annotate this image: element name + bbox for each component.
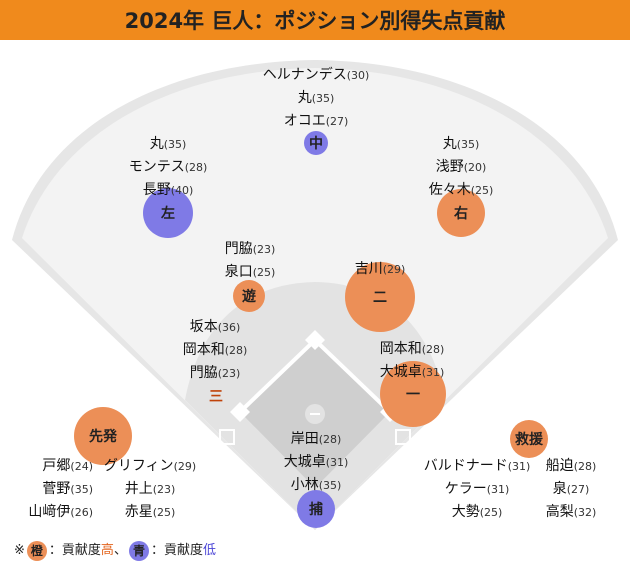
catcher-label: 捕	[309, 502, 323, 518]
page-title: 2024年 巨人：ポジション別得失点貢献	[0, 0, 630, 40]
legend-text: ：貢献度	[150, 543, 203, 558]
left-field-label: 左	[161, 206, 175, 222]
baseball-field	[12, 60, 618, 530]
legend-low: 低	[202, 543, 216, 558]
third-base-marker: 三	[206, 386, 226, 406]
shortstop-marker: 遊	[233, 280, 265, 312]
legend-high: 高	[100, 543, 114, 558]
shortstop-players: 門脇(23) 泉口(25)	[225, 238, 276, 284]
starting-pitcher-marker: 先発	[74, 407, 132, 465]
player-line: 浅野(20)	[435, 159, 487, 175]
player-line: 門脇(23)	[189, 365, 241, 381]
player-line: 吉川(29)	[354, 261, 406, 277]
relief-pitchers-col-2: 船迫(28) 泉(27) 高梨(32)	[546, 455, 597, 524]
player-line: 丸(35)	[149, 136, 187, 152]
legend-prefix: ※	[14, 543, 25, 558]
player-line: 船迫(28)	[545, 458, 597, 474]
player-line: 大城卓(31)	[283, 454, 349, 470]
player-line: 井上(23)	[124, 481, 176, 497]
relief-pitchers-col-1: バルドナード(31) ケラー(31) 大勢(25)	[424, 455, 531, 524]
player-line: オコエ(27)	[283, 113, 349, 129]
relief-pitcher-label: 救援	[515, 432, 543, 448]
player-line: 赤星(25)	[124, 504, 176, 520]
player-line: バルドナード(31)	[423, 458, 531, 474]
player-line: 高梨(32)	[545, 504, 597, 520]
center-field-label: 中	[309, 136, 323, 152]
right-field-marker: 右	[437, 189, 485, 237]
player-line: 門脇(23)	[224, 241, 276, 257]
starting-pitchers-col-1: 戸郷(24) 菅野(35) 山﨑伊(26)	[28, 455, 93, 524]
player-line: 小林(35)	[290, 477, 342, 493]
left-field-marker: 左	[143, 188, 193, 238]
third-base-players: 坂本(36) 岡本和(28) 門脇(23)	[183, 316, 248, 385]
player-line: 丸(35)	[442, 136, 480, 152]
player-line: グリフィン(29)	[103, 458, 197, 474]
player-line: 岡本和(28)	[182, 342, 248, 358]
right-field-players: 丸(35) 浅野(20) 佐々木(25)	[429, 133, 494, 202]
first-base-marker: 一	[380, 361, 446, 427]
player-line: 大城卓(31)	[379, 364, 445, 380]
center-field-marker: 中	[304, 131, 328, 155]
left-field-players: 丸(35) モンテス(28) 長野(40)	[129, 133, 208, 202]
player-line: ケラー(31)	[444, 481, 510, 497]
player-line: 丸(35)	[297, 90, 335, 106]
orange-chip: 橙	[26, 541, 47, 561]
player-line: 坂本(36)	[189, 319, 241, 335]
legend-note: ※ 橙 ：貢献度高、 青 ：貢献度低	[14, 540, 216, 562]
player-line: 岡本和(28)	[379, 341, 445, 357]
player-line: 泉口(25)	[224, 264, 276, 280]
relief-pitcher-marker: 救援	[510, 420, 548, 458]
player-line: 佐々木(25)	[428, 182, 494, 198]
second-base-players: 吉川(29)	[355, 258, 406, 281]
third-base-label: 三	[209, 389, 223, 405]
second-base-label: 二	[373, 290, 387, 306]
player-line: 山﨑伊(26)	[28, 504, 93, 520]
shortstop-label: 遊	[242, 289, 256, 305]
right-field-label: 右	[454, 206, 468, 222]
player-line: 岸田(28)	[290, 431, 342, 447]
first-base-label: 一	[406, 387, 420, 403]
legend-comma: 、	[113, 543, 127, 558]
legend-text: ：貢献度	[48, 543, 101, 558]
starting-pitcher-label: 先発	[89, 429, 117, 445]
player-line: 菅野(35)	[42, 481, 93, 497]
player-line: モンテス(28)	[128, 159, 208, 175]
player-line: 戸郷(24)	[42, 458, 93, 474]
player-line: ヘルナンデス(30)	[262, 67, 370, 83]
second-base-marker: 二	[345, 262, 415, 332]
player-line: 泉(27)	[552, 481, 590, 497]
catcher-players: 岸田(28) 大城卓(31) 小林(35)	[284, 428, 349, 497]
starting-pitchers-col-2: グリフィン(29) 井上(23) 赤星(25)	[104, 455, 196, 524]
player-line: 大勢(25)	[451, 504, 503, 520]
first-base-players: 岡本和(28) 大城卓(31)	[380, 338, 445, 384]
player-line: 長野(40)	[142, 182, 194, 198]
center-field-players: ヘルナンデス(30) 丸(35) オコエ(27)	[263, 64, 370, 133]
blue-chip: 青	[128, 541, 149, 561]
catcher-marker: 捕	[297, 490, 335, 528]
